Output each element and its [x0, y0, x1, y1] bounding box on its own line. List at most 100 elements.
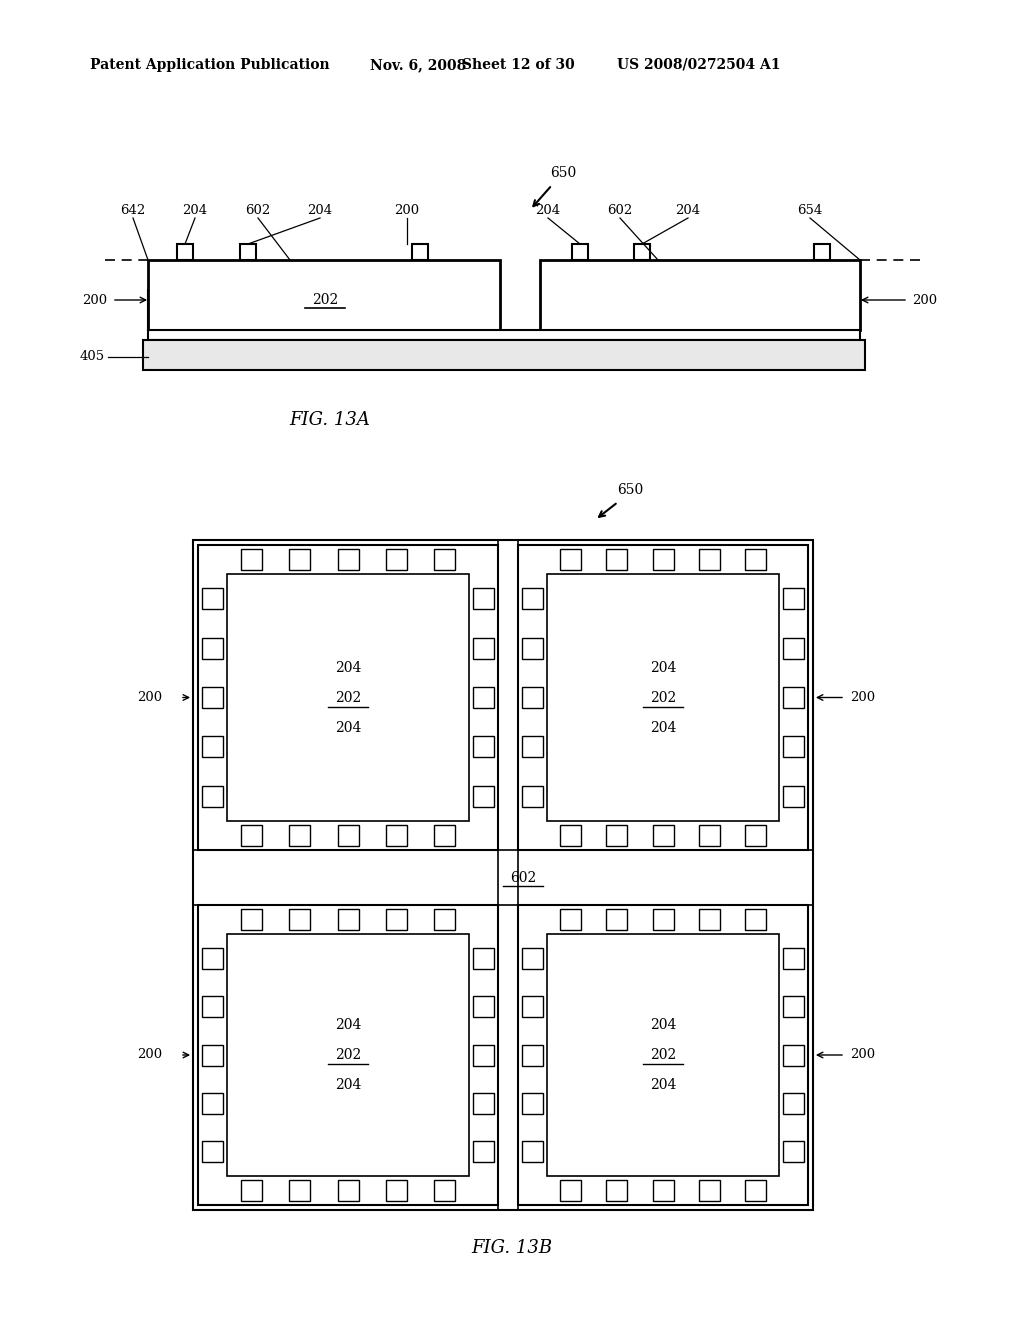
Text: FIG. 13B: FIG. 13B [471, 1239, 553, 1257]
Bar [473, 1142, 494, 1163]
Bar [202, 1044, 223, 1065]
Bar [473, 686, 494, 708]
Bar [338, 1180, 358, 1201]
Bar [473, 997, 494, 1018]
Bar [560, 1180, 581, 1201]
Bar [473, 1093, 494, 1114]
Bar [473, 948, 494, 969]
Bar [386, 825, 407, 846]
Bar [522, 589, 543, 610]
Text: 200: 200 [850, 690, 876, 704]
Text: 200: 200 [850, 1048, 876, 1061]
Bar [193, 540, 813, 1210]
Bar [148, 330, 860, 341]
Bar [289, 825, 310, 846]
Bar [202, 589, 223, 610]
Bar [434, 825, 456, 846]
Bar [783, 737, 804, 758]
Bar [522, 638, 543, 659]
Bar [540, 260, 860, 330]
Text: 204: 204 [676, 203, 700, 216]
Text: 204: 204 [182, 203, 208, 216]
Text: 650: 650 [616, 483, 643, 498]
Bar [289, 1180, 310, 1201]
Bar [522, 1142, 543, 1163]
Bar [198, 906, 498, 1205]
Bar [386, 909, 407, 931]
Bar [148, 260, 500, 330]
Bar [434, 909, 456, 931]
Bar [745, 1180, 766, 1201]
Bar [783, 1044, 804, 1065]
Bar [560, 825, 581, 846]
Bar [202, 948, 223, 969]
Bar [522, 997, 543, 1018]
Bar [241, 825, 262, 846]
Text: 200: 200 [394, 203, 420, 216]
Bar [606, 825, 627, 846]
Bar [560, 549, 581, 570]
Text: 200: 200 [137, 1048, 162, 1061]
Text: 202: 202 [650, 690, 676, 705]
Text: 405: 405 [80, 351, 105, 363]
Text: 200: 200 [83, 293, 108, 306]
Text: 642: 642 [121, 203, 145, 216]
Bar [652, 825, 674, 846]
Bar [547, 574, 779, 821]
Bar [572, 244, 588, 260]
Bar [473, 589, 494, 610]
Text: 204: 204 [650, 1018, 676, 1032]
Text: 200: 200 [137, 690, 162, 704]
Bar [699, 549, 720, 570]
Bar [783, 589, 804, 610]
Bar [745, 549, 766, 570]
Text: Patent Application Publication: Patent Application Publication [90, 58, 330, 73]
Bar [198, 545, 498, 850]
Bar [634, 244, 650, 260]
Text: 202: 202 [650, 1048, 676, 1063]
Bar [547, 935, 779, 1176]
Bar [473, 1044, 494, 1065]
Bar [745, 825, 766, 846]
Text: Sheet 12 of 30: Sheet 12 of 30 [462, 58, 574, 73]
Text: 202: 202 [335, 1048, 361, 1063]
Text: 204: 204 [307, 203, 333, 216]
Text: 204: 204 [335, 721, 361, 734]
Bar [473, 785, 494, 807]
Text: 602: 602 [607, 203, 633, 216]
Bar [652, 549, 674, 570]
Bar [783, 948, 804, 969]
Bar [783, 1142, 804, 1163]
Bar [412, 244, 428, 260]
Bar [202, 1142, 223, 1163]
Bar [783, 785, 804, 807]
Bar [522, 737, 543, 758]
Bar [434, 549, 456, 570]
Bar [745, 909, 766, 931]
Bar [783, 686, 804, 708]
Bar [522, 686, 543, 708]
Bar [783, 638, 804, 659]
Bar [386, 549, 407, 570]
Bar [473, 638, 494, 659]
Text: 200: 200 [912, 293, 938, 306]
Bar [241, 909, 262, 931]
Text: US 2008/0272504 A1: US 2008/0272504 A1 [617, 58, 780, 73]
Bar [522, 785, 543, 807]
Text: 602: 602 [246, 203, 270, 216]
Bar [652, 1180, 674, 1201]
Text: 204: 204 [650, 660, 676, 675]
Text: Nov. 6, 2008: Nov. 6, 2008 [370, 58, 466, 73]
Bar [606, 1180, 627, 1201]
Text: 204: 204 [335, 660, 361, 675]
Bar [289, 909, 310, 931]
Bar [289, 549, 310, 570]
Bar [202, 785, 223, 807]
Text: 650: 650 [550, 166, 577, 180]
Text: 204: 204 [650, 1078, 676, 1092]
Text: 202: 202 [335, 690, 361, 705]
Bar [177, 244, 193, 260]
Bar [699, 1180, 720, 1201]
Text: 202: 202 [312, 293, 338, 308]
Bar [241, 549, 262, 570]
